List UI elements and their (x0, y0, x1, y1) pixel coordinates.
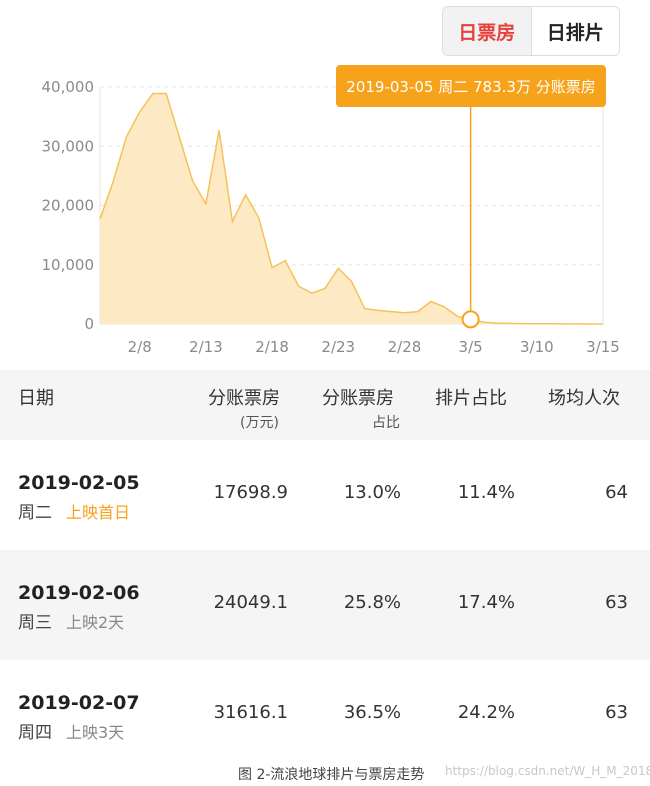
y-tick-label: 0 (84, 315, 94, 333)
x-tick-label: 2/13 (189, 338, 223, 356)
x-tick-label: 3/5 (459, 338, 483, 356)
header-share-sub: 占比 (372, 415, 400, 431)
tab-daily-box-office[interactable]: 日票房 (443, 7, 532, 55)
tab-daily-screening[interactable]: 日排片 (531, 7, 619, 55)
x-axis-ticks: 2/8 2/13 2/18 2/23 2/28 3/5 3/10 3/15 (128, 338, 620, 356)
chart-tooltip: 2019-03-05 周二 783.3万 分账票房 (336, 65, 606, 107)
box-office-area (100, 93, 603, 324)
header-date[interactable]: 日期 (18, 388, 54, 409)
x-tick-label: 2/18 (255, 338, 289, 356)
row-share: 13.0% (343, 482, 401, 503)
table-row[interactable]: 2019-02-06 周三 上映2天 24049.1 25.8% 17.4% 6… (0, 550, 650, 660)
header-box-unit: (万元) (240, 415, 279, 431)
chart-mode-toggle: 日票房 日排片 (442, 6, 620, 56)
header-screen-ratio[interactable]: 排片占比 (435, 388, 507, 409)
y-tick-label: 10,000 (42, 256, 95, 274)
box-office-line (99, 92, 603, 325)
figure-caption: 图 2-流浪地球排片与票房走势 (238, 767, 425, 783)
highlight-point (461, 310, 480, 329)
x-tick-label: 2/28 (388, 338, 422, 356)
y-tick-label: 20,000 (42, 197, 95, 215)
row-screen: 17.4% (457, 592, 515, 613)
row-avg: 63 (605, 592, 628, 613)
x-tick-label: 2/8 (128, 338, 152, 356)
y-tick-label: 40,000 (42, 78, 95, 96)
y-tick-label: 30,000 (42, 137, 95, 155)
row-box: 17698.9 (213, 482, 288, 503)
x-tick-label: 3/15 (586, 338, 620, 356)
header-share[interactable]: 分账票房 (322, 388, 394, 409)
row-screen: 11.4% (457, 482, 515, 503)
row-screen: 24.2% (457, 702, 515, 723)
row-share: 25.8% (343, 592, 401, 613)
table-row[interactable]: 2019-02-07 周四 上映3天 31616.1 36.5% 24.2% 6… (0, 660, 650, 770)
row-date: 2019-02-06 (18, 582, 140, 604)
row-date: 2019-02-07 (18, 692, 140, 714)
row-release-day: 上映3天 (66, 723, 125, 742)
row-share: 36.5% (343, 702, 401, 723)
row-release-day: 上映首日 (66, 503, 131, 522)
row-date: 2019-02-05 (18, 472, 140, 494)
watermark: https://blog.csdn.net/W_H_M_2018 (445, 764, 650, 778)
row-box: 24049.1 (213, 592, 288, 613)
row-weekday: 周二 (18, 503, 52, 523)
box-office-chart[interactable]: 40,000 30,000 20,000 10,000 0 2/8 2/13 2/18 2/2… (0, 60, 650, 360)
row-weekday: 周四 (18, 723, 52, 743)
box-office-table: 日期 分账票房 (万元) 分账票房 占比 排片占比 场均人次 2019-02-0… (0, 370, 650, 770)
table-header: 日期 分账票房 (万元) 分账票房 占比 排片占比 场均人次 (0, 370, 650, 440)
header-avg-attendance[interactable]: 场均人次 (548, 388, 620, 409)
header-box[interactable]: 分账票房 (208, 388, 280, 409)
y-axis-ticks: 40,000 30,000 20,000 10,000 0 (42, 78, 95, 333)
x-tick-label: 3/10 (520, 338, 554, 356)
table-row[interactable]: 2019-02-05 周二 上映首日 17698.9 13.0% 11.4% 6… (0, 440, 650, 550)
row-box: 31616.1 (213, 702, 288, 723)
row-avg: 63 (605, 702, 628, 723)
x-tick-label: 2/23 (321, 338, 355, 356)
row-release-day: 上映2天 (66, 613, 125, 632)
row-weekday: 周三 (18, 613, 52, 633)
row-avg: 64 (605, 482, 628, 503)
